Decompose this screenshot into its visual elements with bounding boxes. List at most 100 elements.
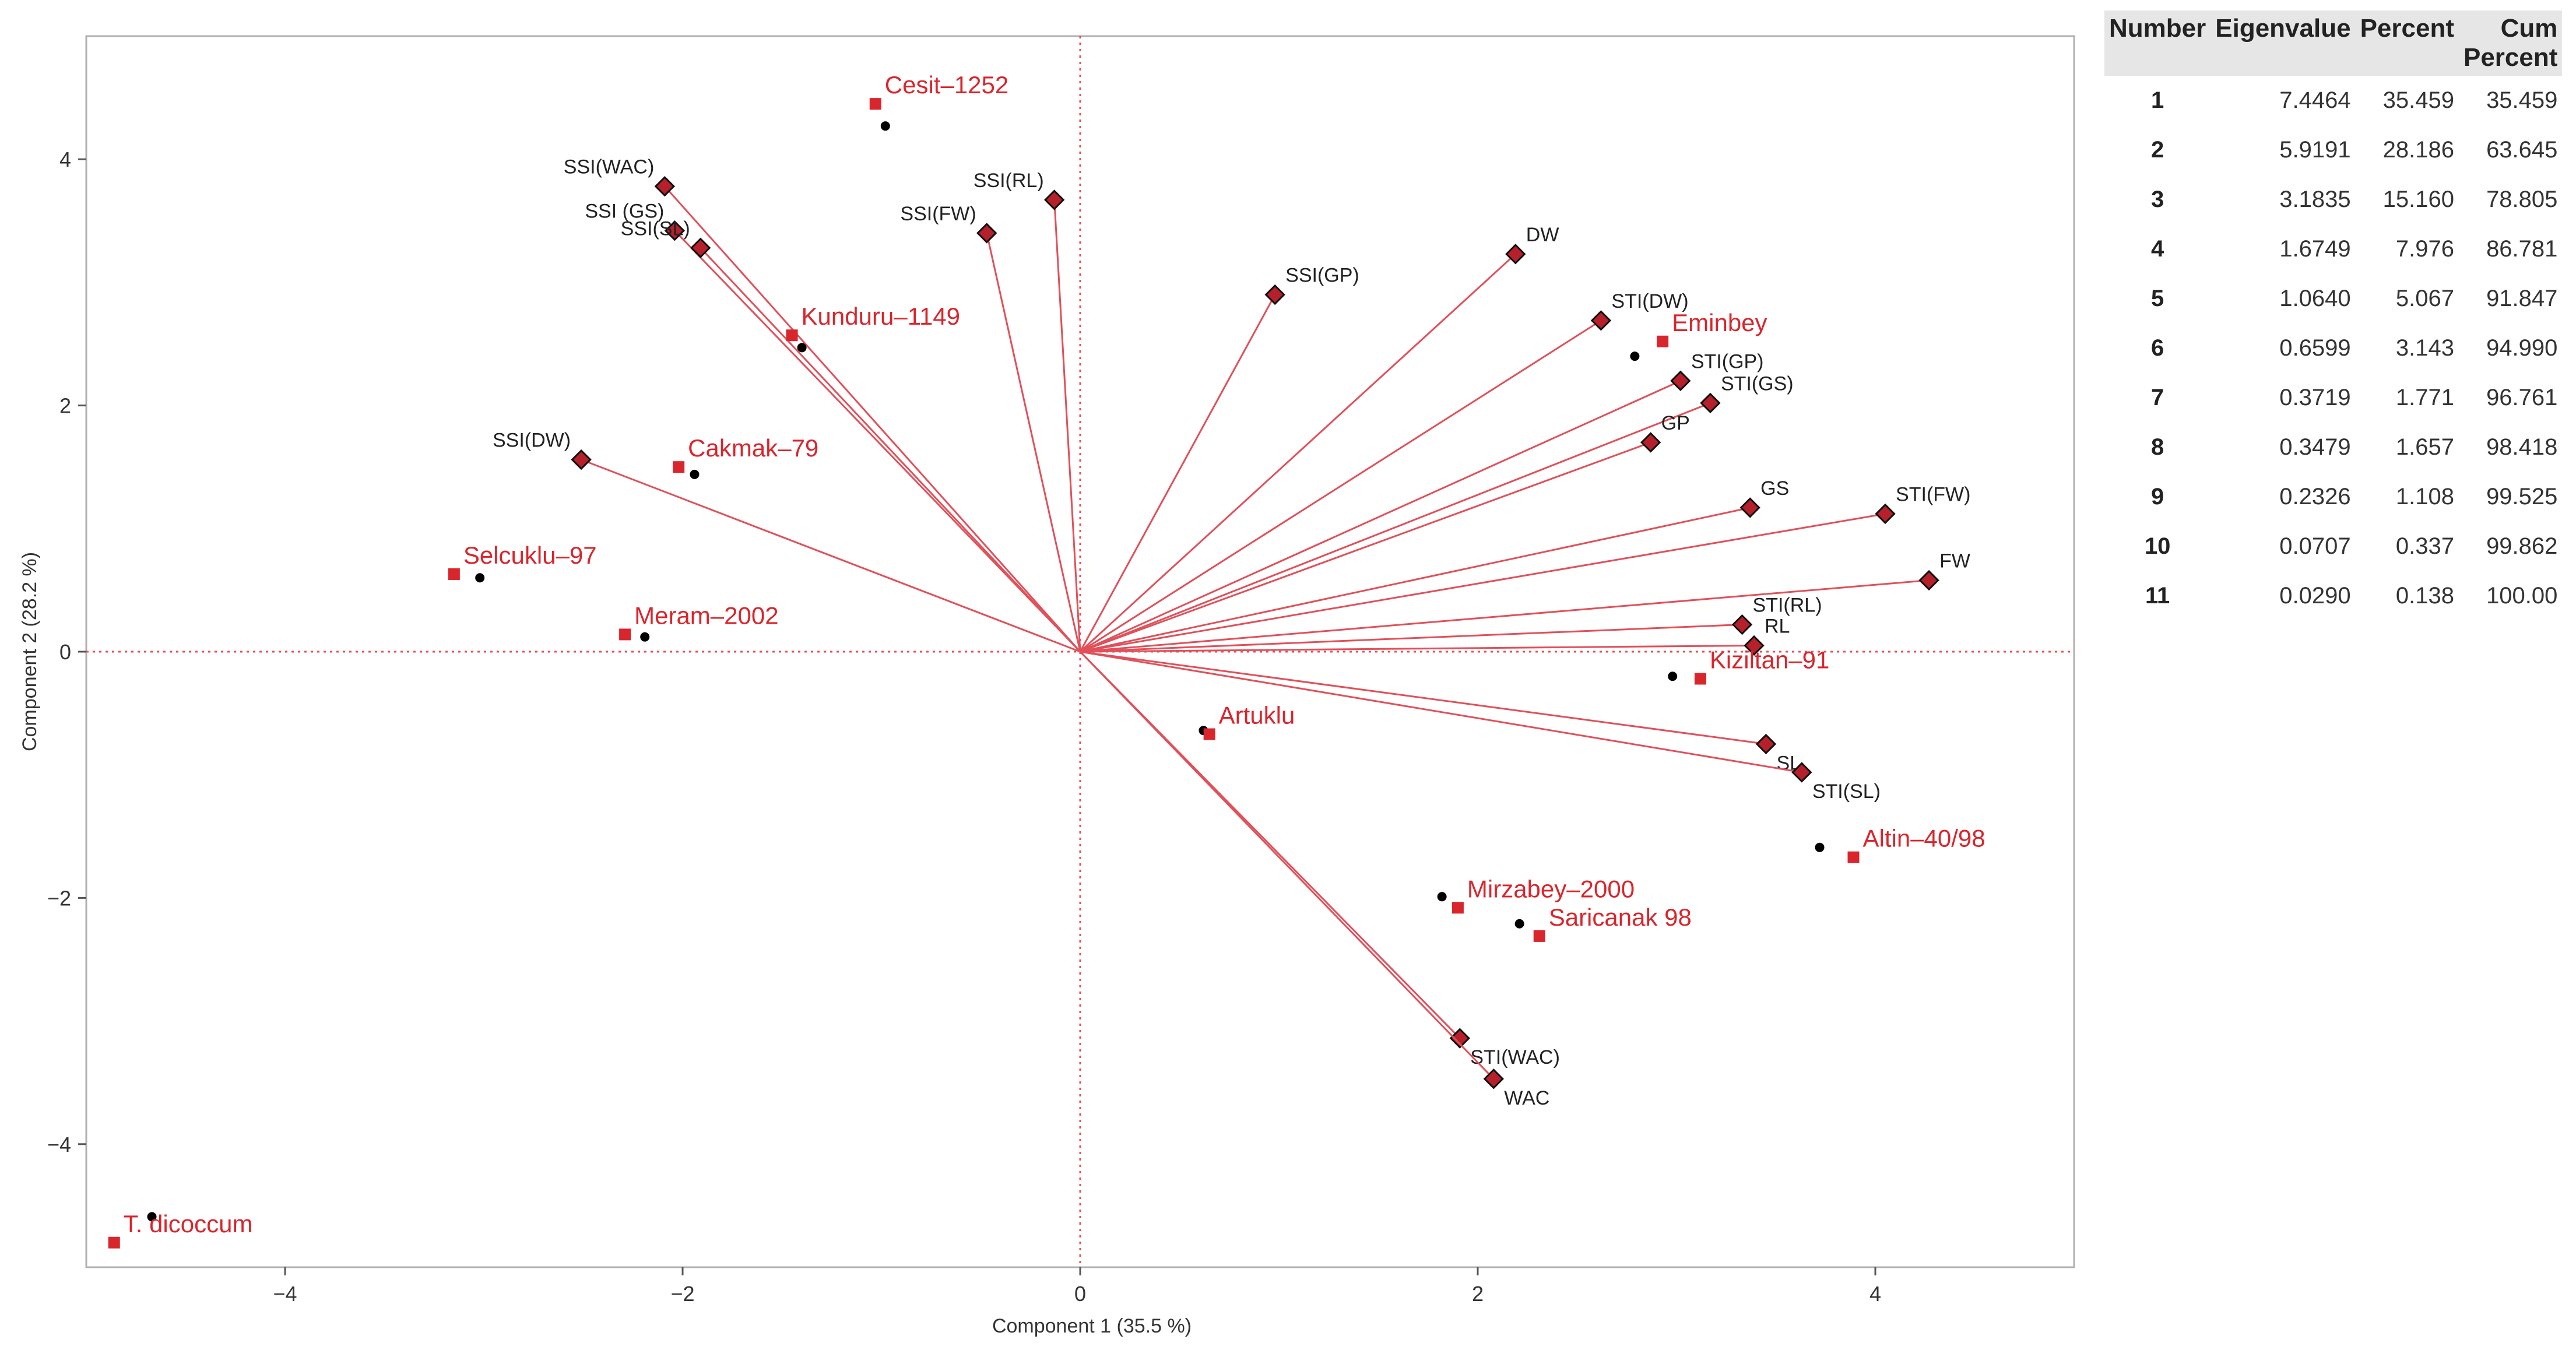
eigenvalue-row: 8 0.3479 1.657 98.418 — [2104, 423, 2562, 472]
genotype-marker — [448, 568, 460, 580]
row-percent: 1.771 — [2395, 385, 2454, 410]
loading-label: STI(DW) — [1611, 290, 1688, 312]
genotype-dot — [475, 573, 485, 583]
loading-vector — [674, 230, 1081, 653]
row-cum-percent: 78.805 — [2486, 187, 2558, 212]
loading-marker — [1700, 392, 1721, 414]
row-percent: 28.186 — [2382, 137, 2454, 163]
loading-vector — [581, 459, 1081, 653]
genotype-marker — [619, 628, 631, 641]
header-percent: Percent — [2355, 10, 2459, 76]
genotype-marker — [1847, 851, 1860, 863]
row-percent: 1.657 — [2395, 434, 2454, 460]
x-tick-label: 0 — [1074, 1282, 1086, 1306]
x-axis-title: Component 1 (35.5 %) — [992, 1315, 1192, 1337]
loading-label: RL — [1765, 615, 1790, 637]
loading-label: SSI(DW) — [493, 430, 571, 452]
loading-label: STI(FW) — [1896, 483, 1970, 505]
eigenvalue-table-header: Number Eigenvalue Percent Cum Percent — [2104, 10, 2563, 76]
genotype-marker — [1452, 902, 1464, 914]
y-axis-title: Component 2 (28.2 %) — [19, 552, 41, 751]
genotype-marker — [1657, 335, 1669, 347]
loading-label: SSI(FW) — [900, 203, 976, 225]
eigenvalue-row: 7 0.3719 1.771 96.761 — [2104, 373, 2562, 423]
row-cum-percent: 98.418 — [2486, 434, 2558, 460]
eigenvalue-row: 6 0.6599 3.143 94.990 — [2104, 324, 2562, 373]
loading-label: STI(WAC) — [1470, 1046, 1560, 1068]
row-number: 3 — [2151, 187, 2164, 212]
loading-marker — [976, 223, 997, 244]
loading-vector — [1080, 379, 1681, 653]
row-number: 10 — [2144, 533, 2171, 559]
row-eigenvalue: 1.6749 — [2279, 236, 2351, 262]
row-percent: 1.108 — [2395, 484, 2454, 509]
loading-label: SSI(SL) — [621, 217, 690, 240]
loading-label: STI(RL) — [1753, 595, 1822, 617]
y-tick-label: 0 — [59, 640, 71, 664]
row-eigenvalue: 1.0640 — [2279, 286, 2351, 311]
row-eigenvalue: 0.6599 — [2279, 335, 2351, 361]
loading-marker — [1739, 497, 1760, 518]
loading-vector — [1080, 507, 1751, 653]
row-percent: 35.459 — [2382, 87, 2454, 113]
eigenvalue-table: Number Eigenvalue Percent Cum Percent 1 7… — [2104, 10, 2563, 621]
row-eigenvalue: 5.9191 — [2279, 137, 2351, 163]
eigenvalue-row: 11 0.0290 0.138 100.00 — [2104, 571, 2562, 621]
x-tick-label: −4 — [273, 1282, 297, 1306]
loading-marker — [690, 237, 711, 258]
loading-marker — [1590, 310, 1612, 331]
genotype-marker — [1203, 728, 1215, 740]
genotype-marker — [786, 329, 798, 342]
loading-label: DW — [1526, 224, 1559, 246]
genotype-label: Saricanak 98 — [1549, 903, 1692, 931]
genotype-label: Artuklu — [1219, 702, 1295, 729]
row-number: 6 — [2151, 335, 2164, 361]
loading-marker — [664, 220, 686, 241]
y-tick-label: 4 — [59, 147, 71, 171]
loading-label: STI(SL) — [1812, 781, 1881, 803]
loading-vector — [1080, 441, 1651, 653]
row-cum-percent: 63.645 — [2486, 137, 2558, 163]
genotype-dot — [797, 343, 807, 353]
genotype-label: Cakmak–79 — [688, 434, 818, 462]
row-percent: 15.160 — [2382, 187, 2454, 212]
loading-label: STI(GS) — [1721, 372, 1794, 395]
loading-marker — [1449, 1028, 1470, 1049]
axis-ticks: −4 −2 0 2 4 −4 −2 0 2 4 — [47, 147, 1881, 1306]
genotype-label: Cesit–1252 — [885, 71, 1008, 99]
loading-marker — [1505, 244, 1526, 265]
genotype-label: Eminbey — [1672, 309, 1767, 336]
genotype-dot — [1630, 351, 1640, 361]
genotype-dot — [1815, 842, 1825, 852]
row-number: 1 — [2151, 87, 2164, 113]
genotype-marker — [673, 461, 685, 473]
row-cum-percent: 94.990 — [2486, 335, 2558, 361]
row-number: 8 — [2151, 434, 2164, 460]
loading-label: SSI(RL) — [974, 170, 1044, 192]
row-eigenvalue: 0.3479 — [2279, 434, 2351, 460]
row-cum-percent: 35.459 — [2486, 87, 2558, 113]
row-number: 2 — [2151, 137, 2164, 163]
genotype-marker — [1694, 673, 1706, 685]
loading-marker — [571, 449, 592, 470]
row-number: 11 — [2145, 583, 2170, 609]
loading-marker — [1264, 284, 1285, 305]
loading-label: SSI(GP) — [1285, 265, 1359, 287]
eigenvalue-row: 3 3.1835 15.160 78.805 — [2104, 175, 2562, 224]
eigenvalue-row: 1 7.4464 35.459 35.459 — [2104, 76, 2562, 125]
loading-label: GS — [1760, 477, 1789, 500]
genotype-dot — [1668, 672, 1678, 681]
eigenvalue-row: 10 0.0707 0.337 99.862 — [2104, 522, 2562, 571]
loading-label: STI(GP) — [1691, 350, 1764, 372]
x-tick-label: 2 — [1472, 1282, 1484, 1306]
loading-vector — [1079, 294, 1276, 652]
header-number: Number — [2104, 10, 2211, 76]
row-eigenvalue: 0.3719 — [2279, 385, 2351, 410]
row-eigenvalue: 0.2326 — [2279, 484, 2351, 509]
loading-vector — [1079, 253, 1516, 653]
header-cum-percent: Cum Percent — [2458, 10, 2563, 76]
loading-vector — [1080, 651, 1766, 745]
genotype-dot — [1514, 919, 1524, 929]
row-eigenvalue: 7.4464 — [2279, 87, 2351, 113]
